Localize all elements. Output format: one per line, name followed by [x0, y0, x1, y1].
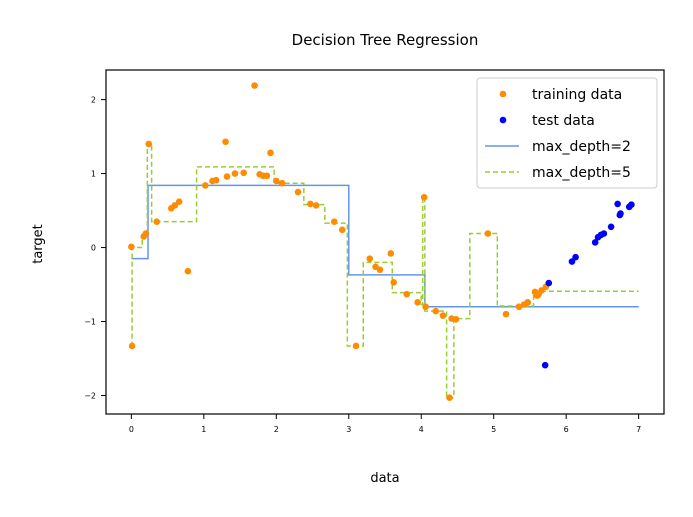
- legend-label: max_depth=5: [532, 165, 631, 181]
- chart-title: Decision Tree Regression: [292, 31, 479, 49]
- training-data-point: [502, 310, 510, 318]
- training-data-point: [452, 316, 460, 323]
- series-line-max_depth=2: [131, 184, 639, 308]
- test-data-point: [628, 201, 635, 208]
- training-data-point: [128, 243, 135, 251]
- training-data-point: [128, 342, 136, 350]
- training-data-point: [366, 255, 374, 262]
- training-data-point: [390, 279, 398, 286]
- plot-frame: [105, 69, 665, 415]
- test-data-point: [541, 361, 549, 369]
- plot-area: [128, 82, 639, 402]
- training-data-point: [446, 394, 453, 402]
- x-tick-label: 5: [491, 425, 496, 434]
- x-tick-label: 7: [636, 425, 641, 434]
- training-data-point: [294, 188, 302, 196]
- training-data-point: [422, 303, 429, 311]
- x-tick-label: 4: [419, 425, 424, 434]
- training-data-point: [175, 198, 183, 205]
- test-data-point: [545, 279, 553, 287]
- training-data-point: [145, 140, 153, 148]
- y-axis: 2 1 0 −1 −2: [84, 96, 106, 401]
- legend-label: test data: [532, 113, 595, 129]
- training-data-point: [484, 230, 492, 237]
- y-tick-label: 1: [91, 170, 96, 179]
- y-tick-label: −2: [84, 392, 96, 401]
- test-data-point: [572, 253, 579, 261]
- legend: training data test data max_depth=2 max_dep…: [476, 77, 658, 189]
- training-data-point: [153, 218, 161, 225]
- test-data-point: [591, 239, 599, 246]
- y-tick-label: 2: [91, 96, 96, 105]
- training-data-point: [263, 172, 271, 180]
- test-data-point: [614, 200, 621, 208]
- training-data-point: [376, 266, 384, 274]
- x-tick-label: 6: [564, 425, 569, 434]
- training-data-point: [142, 230, 150, 237]
- y-tick-label: 0: [91, 244, 96, 253]
- x-tick-label: 2: [274, 425, 279, 434]
- training-data-point: [212, 176, 220, 184]
- y-tick-label: −1: [84, 318, 96, 327]
- training-data-point: [420, 193, 428, 201]
- test-data-point: [568, 258, 576, 265]
- test-data-point: [617, 210, 624, 217]
- x-tick-label: 0: [129, 425, 134, 434]
- training-data-point: [538, 287, 545, 294]
- training-data-point: [240, 169, 247, 177]
- training-data-point: [273, 177, 280, 185]
- training-data-point: [330, 218, 338, 225]
- training-data-point: [312, 202, 320, 209]
- x-tick-label: 1: [201, 425, 206, 434]
- training-data-point: [278, 179, 286, 187]
- test-data-point: [600, 230, 608, 237]
- y-axis-label: target: [31, 224, 46, 264]
- training-data-point: [231, 170, 239, 177]
- training-data-point: [414, 298, 421, 306]
- training-data-point: [184, 267, 192, 275]
- training-data-point: [338, 226, 346, 234]
- training-data-point: [432, 307, 440, 315]
- training-data-point: [403, 290, 411, 298]
- training-data-point: [251, 82, 258, 89]
- training-data-point: [387, 250, 395, 257]
- legend-marker: [499, 116, 507, 124]
- training-data-point: [171, 202, 179, 209]
- x-tick-label: 3: [346, 425, 351, 434]
- training-data-point: [222, 138, 229, 146]
- x-axis-label: data: [370, 471, 399, 486]
- legend-label: max_depth=2: [532, 139, 631, 155]
- training-data-point: [201, 182, 209, 189]
- training-data-point: [307, 200, 314, 208]
- legend-label: training data: [532, 87, 622, 103]
- legend-marker: [499, 90, 507, 98]
- training-data-point: [223, 173, 231, 180]
- x-axis: 0 1 2 3 4 5 6 7: [129, 414, 641, 434]
- training-data-point: [439, 312, 447, 319]
- training-data-point: [352, 342, 360, 350]
- test-data-point: [607, 223, 615, 231]
- training-data-point: [515, 303, 523, 311]
- training-data-point: [267, 149, 274, 157]
- legend-box: [476, 77, 658, 189]
- training-data-point: [524, 298, 532, 306]
